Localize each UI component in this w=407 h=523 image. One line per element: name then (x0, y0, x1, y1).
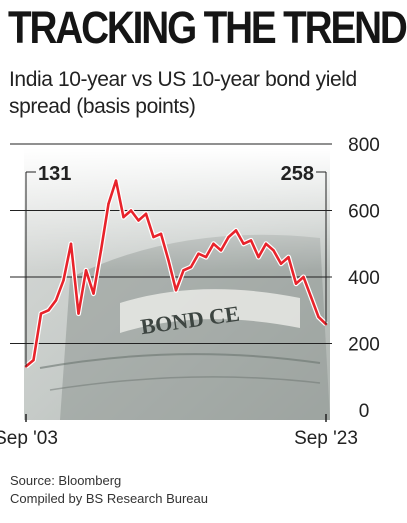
data-point (317, 315, 320, 319)
y-tick-label: 600 (348, 202, 380, 223)
data-point (144, 212, 148, 215)
data-point (287, 255, 290, 259)
annotation-label: 131 (38, 163, 71, 185)
y-tick-label: 200 (348, 335, 380, 356)
data-point (152, 235, 155, 239)
data-point (227, 235, 230, 239)
data-point (242, 242, 245, 245)
x-tick-label: Sep '03 (0, 428, 58, 449)
data-point (302, 275, 305, 279)
data-point (212, 242, 215, 245)
data-point (122, 216, 125, 219)
data-point (182, 269, 185, 272)
data-point (159, 232, 163, 235)
y-tick-label: 800 (348, 135, 380, 156)
source-line: Source: Bloomberg (10, 473, 122, 488)
data-point (204, 255, 208, 259)
data-point (264, 242, 268, 245)
data-point (54, 299, 58, 302)
y-axis: 0 200 400 600 800 (348, 135, 380, 422)
compiled-line: Compiled by BS Research Bureau (10, 491, 208, 506)
data-point (197, 252, 200, 255)
data-point (189, 265, 193, 269)
data-point (69, 242, 73, 245)
data-point (234, 229, 238, 232)
headline: TRACKING THE TREND (8, 2, 407, 53)
data-point (129, 209, 133, 212)
data-point (107, 202, 110, 205)
annotations: 131 258 (25, 163, 327, 367)
annotation-label: 258 (281, 163, 314, 185)
chart-subtitle: India 10-year vs US 10-year bond yield s… (9, 68, 357, 118)
data-point (84, 269, 88, 272)
x-tick-label: Sep '23 (294, 428, 358, 449)
data-point (77, 312, 80, 315)
data-point (99, 249, 103, 252)
data-point (279, 262, 283, 265)
data-point (249, 239, 253, 242)
series-group (24, 178, 328, 369)
data-point (92, 292, 95, 295)
data-point (257, 255, 260, 259)
data-point (62, 279, 65, 282)
data-point (114, 179, 118, 182)
data-point (309, 295, 313, 299)
data-point (167, 259, 170, 262)
data-point (137, 219, 140, 222)
data-point (219, 249, 223, 252)
data-point (32, 358, 35, 362)
data-point (47, 309, 50, 312)
data-point (39, 312, 43, 315)
y-tick-label: 400 (348, 268, 380, 289)
data-point (294, 282, 298, 285)
data-point (272, 249, 275, 252)
source-note: Source: Bloomberg Compiled by BS Researc… (10, 472, 208, 508)
data-point (174, 289, 178, 292)
x-axis: Sep '03 Sep '23 (0, 414, 358, 449)
y-tick-label: 0 (359, 401, 370, 422)
